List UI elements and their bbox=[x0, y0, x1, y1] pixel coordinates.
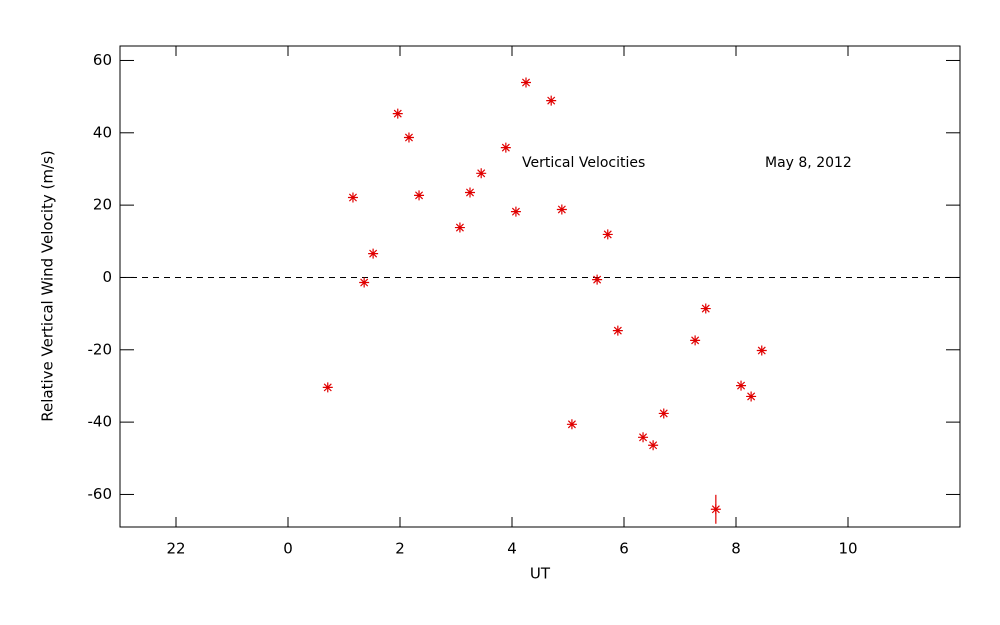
x-tick-label: 10 bbox=[838, 540, 857, 558]
marker bbox=[592, 274, 603, 285]
marker bbox=[521, 77, 531, 88]
marker bbox=[347, 192, 358, 203]
marker bbox=[403, 132, 414, 143]
y-tick-label: 20 bbox=[93, 196, 112, 214]
marker bbox=[454, 222, 465, 233]
marker bbox=[736, 380, 747, 391]
annotation: Vertical Velocities bbox=[522, 155, 645, 171]
x-tick-label: 0 bbox=[283, 540, 293, 558]
marker bbox=[414, 190, 425, 201]
marker bbox=[368, 248, 379, 259]
y-tick-label: 60 bbox=[93, 51, 112, 69]
y-tick-label: 40 bbox=[93, 123, 112, 141]
y-tick-label: -40 bbox=[88, 413, 113, 431]
y-tick-label: -60 bbox=[88, 485, 113, 503]
marker bbox=[322, 382, 333, 393]
y-tick-label: -20 bbox=[88, 340, 113, 358]
marker bbox=[602, 229, 613, 240]
marker bbox=[500, 142, 511, 153]
marker bbox=[638, 432, 649, 443]
x-tick-label: 2 bbox=[395, 540, 405, 558]
marker bbox=[756, 345, 767, 356]
marker bbox=[510, 206, 521, 217]
annotation: May 8, 2012 bbox=[765, 155, 852, 171]
plot-frame bbox=[119, 45, 961, 528]
marker bbox=[746, 391, 757, 402]
marker bbox=[658, 408, 669, 419]
marker bbox=[556, 204, 567, 215]
x-tick-label: 6 bbox=[619, 540, 629, 558]
x-tick-label: 22 bbox=[166, 540, 185, 558]
marker bbox=[465, 187, 475, 198]
x-tick-label: 8 bbox=[731, 540, 741, 558]
marker bbox=[392, 108, 403, 119]
y-tick-label: 0 bbox=[102, 268, 112, 286]
y-axis-label: Relative Vertical Wind Velocity (m/s) bbox=[39, 150, 57, 421]
marker bbox=[648, 440, 659, 451]
marker bbox=[700, 303, 711, 314]
marker bbox=[690, 335, 701, 346]
marker bbox=[546, 95, 557, 106]
marker bbox=[566, 419, 577, 430]
x-axis-label: UT bbox=[530, 565, 551, 583]
marker bbox=[612, 325, 623, 336]
marker bbox=[476, 168, 487, 179]
marker bbox=[359, 277, 370, 288]
x-tick-label: 4 bbox=[507, 540, 517, 558]
